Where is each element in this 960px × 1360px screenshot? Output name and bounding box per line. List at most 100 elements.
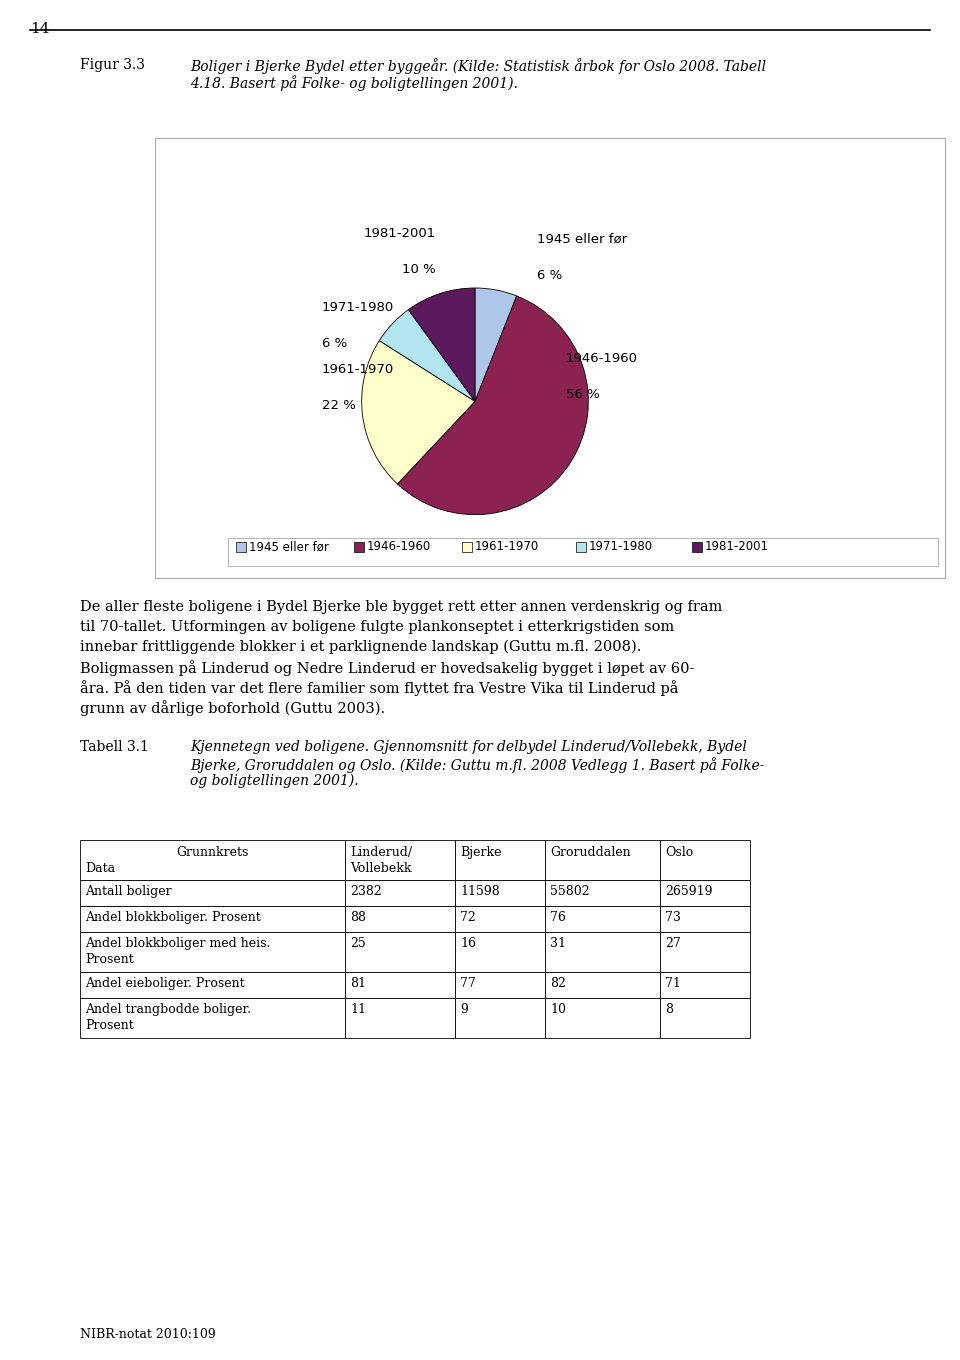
Text: Andel trangbodde boliger.: Andel trangbodde boliger. xyxy=(85,1004,251,1016)
Text: 4.18. Basert på Folke- og boligtellingen 2001).: 4.18. Basert på Folke- og boligtellingen… xyxy=(190,75,517,91)
Text: Antall boliger: Antall boliger xyxy=(85,885,172,898)
Text: NIBR-notat 2010:109: NIBR-notat 2010:109 xyxy=(80,1327,216,1341)
Text: De aller fleste boligene i Bydel Bjerke ble bygget rett etter annen verdenskrig : De aller fleste boligene i Bydel Bjerke … xyxy=(80,600,722,613)
Text: Andel blokkboliger. Prosent: Andel blokkboliger. Prosent xyxy=(85,911,261,923)
Bar xyxy=(354,543,364,552)
Text: 71: 71 xyxy=(665,976,681,990)
Text: 1945 eller før: 1945 eller før xyxy=(249,540,329,554)
Text: Andel eieboliger. Prosent: Andel eieboliger. Prosent xyxy=(85,976,245,990)
Text: 56 %: 56 % xyxy=(565,388,599,401)
Bar xyxy=(545,840,660,880)
Text: Groruddalen: Groruddalen xyxy=(550,846,631,860)
Text: Vollebekk: Vollebekk xyxy=(350,862,412,874)
Bar xyxy=(455,880,545,906)
Bar xyxy=(80,998,345,1038)
Bar xyxy=(692,543,702,552)
Bar xyxy=(455,972,545,998)
Text: innebar frittliggende blokker i et parklignende landskap (Guttu m.fl. 2008).: innebar frittliggende blokker i et parkl… xyxy=(80,641,641,654)
Text: 72: 72 xyxy=(460,911,476,923)
Text: Bjerke, Groruddalen og Oslo. (Kilde: Guttu m.fl. 2008 Vedlegg 1. Basert på Folke: Bjerke, Groruddalen og Oslo. (Kilde: Gut… xyxy=(190,758,764,772)
Bar xyxy=(345,880,455,906)
Text: Oslo: Oslo xyxy=(665,846,693,860)
Bar xyxy=(545,932,660,972)
Bar xyxy=(80,906,345,932)
Wedge shape xyxy=(408,288,475,401)
Bar xyxy=(660,998,750,1038)
Text: 31: 31 xyxy=(550,937,566,951)
Bar xyxy=(576,543,586,552)
Bar xyxy=(660,880,750,906)
Bar xyxy=(660,840,750,880)
Text: 1945 eller før: 1945 eller før xyxy=(538,233,628,246)
Text: 11: 11 xyxy=(350,1004,366,1016)
Text: Grunnkrets: Grunnkrets xyxy=(177,846,249,860)
Bar xyxy=(345,932,455,972)
Text: 88: 88 xyxy=(350,911,366,923)
Bar xyxy=(660,972,750,998)
Bar xyxy=(345,972,455,998)
Text: 10: 10 xyxy=(550,1004,566,1016)
Text: Boliger i Bjerke Bydel etter byggeår. (Kilde: Statistisk årbok for Oslo 2008. Ta: Boliger i Bjerke Bydel etter byggeår. (K… xyxy=(190,58,766,73)
Bar xyxy=(545,880,660,906)
Text: 8: 8 xyxy=(665,1004,673,1016)
Text: 77: 77 xyxy=(460,976,476,990)
Bar xyxy=(345,906,455,932)
Text: 76: 76 xyxy=(550,911,565,923)
Text: 1981-2001: 1981-2001 xyxy=(363,227,435,241)
Text: 27: 27 xyxy=(665,937,681,951)
Bar xyxy=(660,932,750,972)
Text: 265919: 265919 xyxy=(665,885,712,898)
Bar xyxy=(545,998,660,1038)
Bar xyxy=(545,906,660,932)
Text: 25: 25 xyxy=(350,937,366,951)
Text: Figur 3.3: Figur 3.3 xyxy=(80,58,145,72)
Bar xyxy=(660,906,750,932)
Text: Kjennetegn ved boligene. Gjennomsnitt for delbydel Linderud/Vollebekk, Bydel: Kjennetegn ved boligene. Gjennomsnitt fo… xyxy=(190,740,747,753)
Text: 11598: 11598 xyxy=(460,885,500,898)
Text: 6 %: 6 % xyxy=(538,269,563,282)
Text: 1961-1970: 1961-1970 xyxy=(322,363,395,377)
Wedge shape xyxy=(362,340,475,484)
Bar xyxy=(455,998,545,1038)
Bar xyxy=(455,840,545,880)
Text: Bjerke: Bjerke xyxy=(460,846,501,860)
Text: 82: 82 xyxy=(550,976,565,990)
Bar xyxy=(345,840,455,880)
Bar xyxy=(80,880,345,906)
Text: 1961-1970: 1961-1970 xyxy=(475,540,540,554)
Text: 81: 81 xyxy=(350,976,366,990)
Text: 1946-1960: 1946-1960 xyxy=(565,352,637,364)
Bar xyxy=(345,998,455,1038)
Text: Linderud/: Linderud/ xyxy=(350,846,412,860)
Bar xyxy=(155,137,945,578)
Text: grunn av dårlige boforhold (Guttu 2003).: grunn av dårlige boforhold (Guttu 2003). xyxy=(80,700,385,715)
Text: 6 %: 6 % xyxy=(322,337,348,350)
Text: Boligmassen på Linderud og Nedre Linderud er hovedsakelig bygget i løpet av 60-: Boligmassen på Linderud og Nedre Linderu… xyxy=(80,660,694,676)
Text: 1946-1960: 1946-1960 xyxy=(367,540,431,554)
Text: 22 %: 22 % xyxy=(322,398,356,412)
Text: 16: 16 xyxy=(460,937,476,951)
Bar xyxy=(236,543,246,552)
Text: Data: Data xyxy=(85,862,115,874)
Wedge shape xyxy=(475,288,516,401)
Bar xyxy=(455,906,545,932)
Wedge shape xyxy=(397,296,588,514)
Text: åra. På den tiden var det flere familier som flyttet fra Vestre Vika til Linderu: åra. På den tiden var det flere familier… xyxy=(80,680,679,696)
Bar xyxy=(545,972,660,998)
Text: 1971-1980: 1971-1980 xyxy=(589,540,653,554)
Text: 10 %: 10 % xyxy=(401,262,435,276)
Bar xyxy=(455,932,545,972)
Text: og boligtellingen 2001).: og boligtellingen 2001). xyxy=(190,774,359,789)
Text: 1971-1980: 1971-1980 xyxy=(322,301,395,314)
Text: 2382: 2382 xyxy=(350,885,382,898)
Text: 73: 73 xyxy=(665,911,681,923)
Bar xyxy=(462,543,472,552)
Bar xyxy=(80,972,345,998)
Bar xyxy=(80,840,345,880)
Text: 14: 14 xyxy=(30,22,50,35)
Text: til 70-tallet. Utformingen av boligene fulgte plankonseptet i etterkrigstiden so: til 70-tallet. Utformingen av boligene f… xyxy=(80,620,674,634)
Bar xyxy=(228,539,938,566)
Text: 9: 9 xyxy=(460,1004,468,1016)
Text: Prosent: Prosent xyxy=(85,953,133,966)
Text: 55802: 55802 xyxy=(550,885,589,898)
